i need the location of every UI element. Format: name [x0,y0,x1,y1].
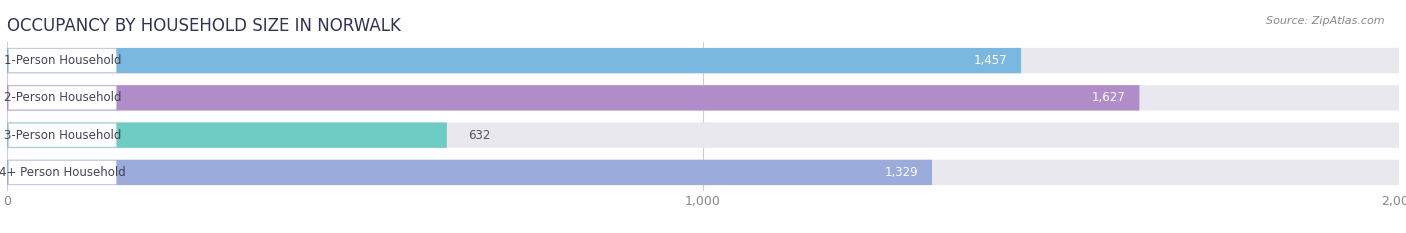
FancyBboxPatch shape [7,85,1399,110]
Text: 3-Person Household: 3-Person Household [4,129,121,142]
FancyBboxPatch shape [7,123,447,148]
FancyBboxPatch shape [8,161,117,184]
FancyBboxPatch shape [7,48,1399,73]
Text: Source: ZipAtlas.com: Source: ZipAtlas.com [1267,16,1385,26]
Text: OCCUPANCY BY HOUSEHOLD SIZE IN NORWALK: OCCUPANCY BY HOUSEHOLD SIZE IN NORWALK [7,17,401,35]
FancyBboxPatch shape [7,48,1021,73]
FancyBboxPatch shape [7,123,1399,148]
Text: 1,627: 1,627 [1091,91,1125,104]
Text: 1,329: 1,329 [884,166,918,179]
Text: 632: 632 [468,129,491,142]
Text: 1,457: 1,457 [973,54,1007,67]
FancyBboxPatch shape [8,49,117,72]
FancyBboxPatch shape [8,86,117,110]
Text: 4+ Person Household: 4+ Person Household [0,166,125,179]
FancyBboxPatch shape [8,123,117,147]
Text: 2-Person Household: 2-Person Household [4,91,121,104]
Text: 1-Person Household: 1-Person Household [4,54,121,67]
FancyBboxPatch shape [7,160,932,185]
FancyBboxPatch shape [7,85,1139,110]
FancyBboxPatch shape [7,160,1399,185]
